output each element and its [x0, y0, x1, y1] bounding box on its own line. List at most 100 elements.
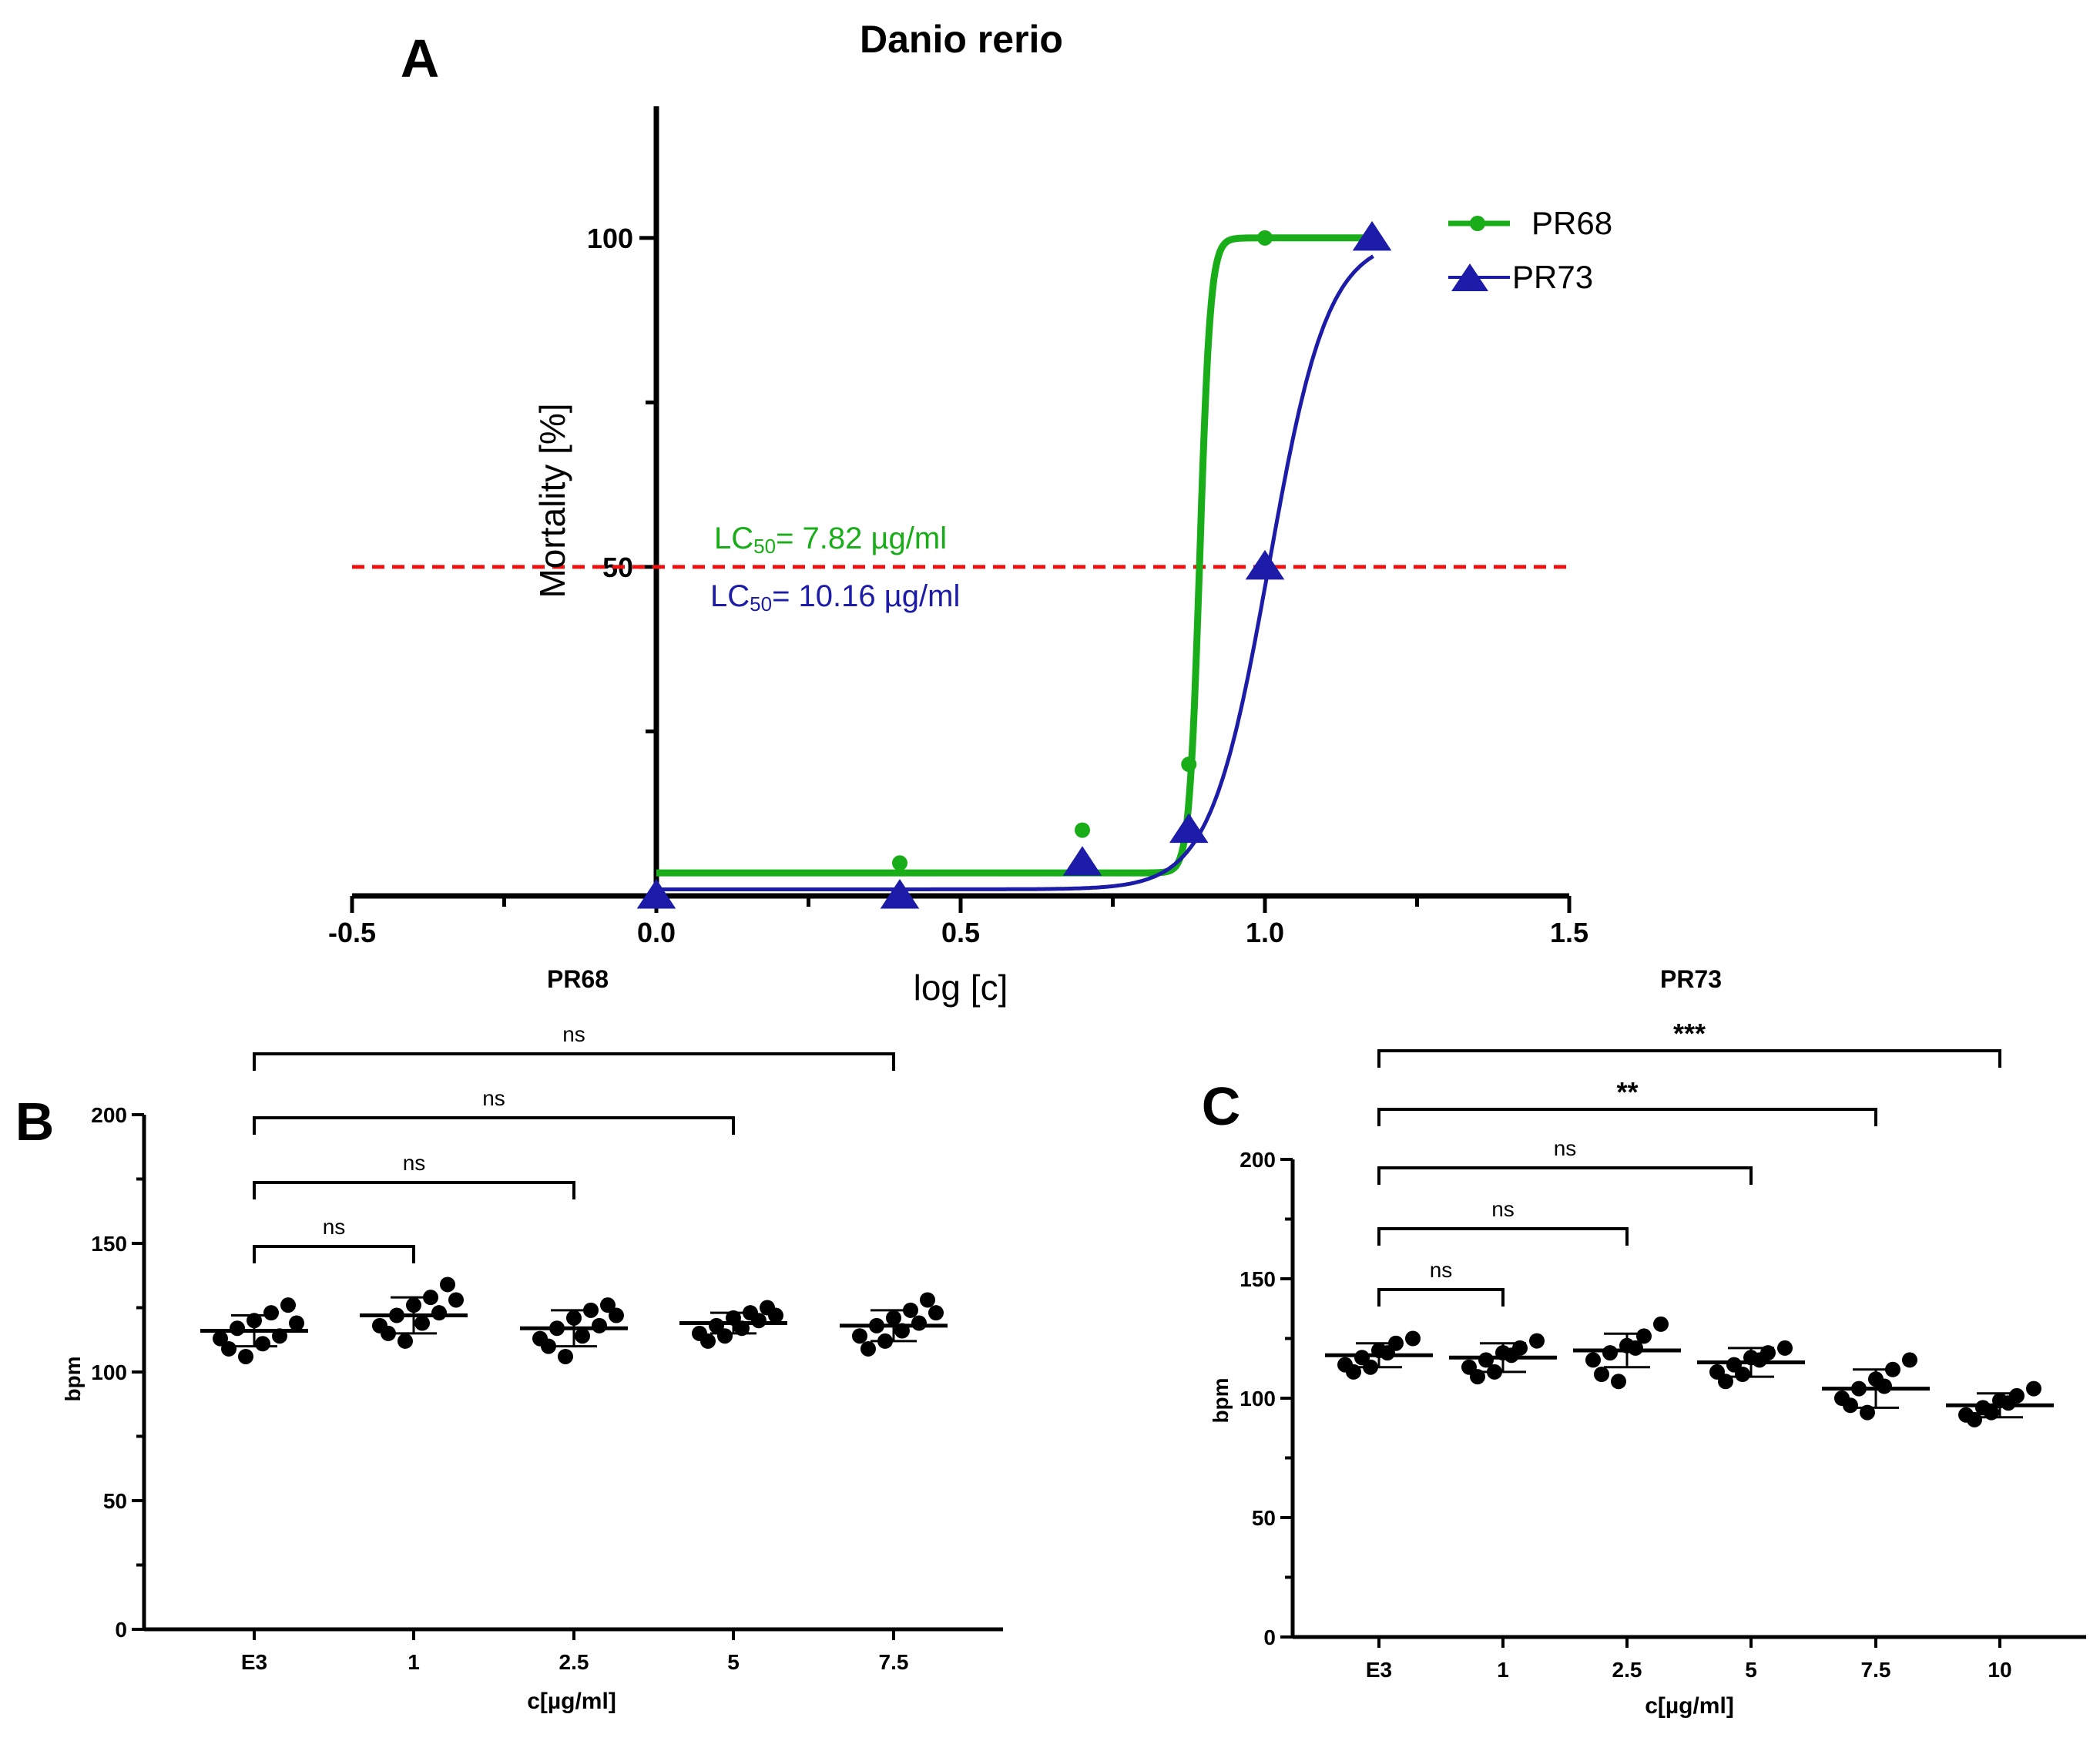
panel-c-x-tick-label: 2.5	[1612, 1658, 1642, 1682]
data-point	[2026, 1380, 2041, 1397]
data-point	[1843, 1397, 1858, 1414]
panel-c-y-tick-label: 0	[1263, 1625, 1276, 1649]
data-point	[575, 1328, 590, 1344]
data-point	[280, 1297, 296, 1313]
data-point	[852, 1328, 867, 1344]
data-point-pr73	[1062, 846, 1102, 876]
data-point-pr68	[1075, 822, 1090, 838]
data-point-pr68	[1257, 230, 1273, 246]
lc50-pr68-label: LC50= 7.82 µg/ml	[714, 522, 947, 558]
panel-a-plot-area: -0.5 0.0 0.5 1.0 1.5 50 100	[328, 106, 1588, 948]
data-point	[1628, 1340, 1643, 1356]
data-point	[1877, 1378, 1892, 1394]
lc50-pr73-value: = 10.16 µg/ml	[772, 579, 960, 613]
lc50-pr68-value: = 7.82 µg/ml	[776, 522, 947, 555]
panel-b-x-tick-label: E3	[241, 1650, 267, 1674]
panel-b-x-tick-label: 1	[408, 1650, 420, 1674]
data-point-pr68	[892, 855, 907, 871]
panel-b-xlabel: c[µg/ml]	[527, 1689, 616, 1714]
data-point	[609, 1307, 624, 1323]
panel-a-legend: PR68 PR73	[1448, 205, 1612, 295]
data-point	[541, 1338, 556, 1354]
data-point	[263, 1305, 279, 1321]
data-point-pr73	[1352, 220, 1392, 251]
panel-c-y-tick-label: 150	[1240, 1267, 1276, 1291]
data-point	[1380, 1345, 1395, 1361]
data-point	[1752, 1352, 1767, 1368]
data-point	[911, 1315, 927, 1331]
data-point	[431, 1305, 447, 1321]
legend-pr73-marker	[1451, 263, 1488, 291]
data-point	[381, 1325, 396, 1341]
data-point	[414, 1315, 430, 1331]
panel-a-y-tick-label: 100	[587, 223, 633, 254]
data-point	[928, 1305, 944, 1321]
panel-c-xlabel: c[µg/ml]	[1645, 1693, 1734, 1719]
panel-b-x-tick-label: 7.5	[879, 1650, 909, 1674]
significance-bracket	[253, 1181, 575, 1199]
data-point	[1611, 1374, 1626, 1390]
data-point-pr73	[1245, 549, 1285, 580]
fit-curve-pr73	[656, 254, 1374, 891]
panel-b: B PR68 0 50 100 150 200 E3 1 2.5 5 7.5 ns ns ns ns bp…	[15, 965, 1003, 1714]
data-point	[751, 1313, 767, 1329]
panel-b-x-tick-label: 5	[727, 1650, 740, 1674]
panel-a: A Danio rerio -0.5 0.0 0.5 1.0 1.5 50 100 Mort…	[328, 18, 1612, 1008]
data-point	[1529, 1333, 1545, 1349]
panel-c-x-tick-label: 7.5	[1861, 1658, 1891, 1682]
panel-c-x-tick-label: 1	[1497, 1658, 1509, 1682]
panel-b-x-tick-label: 2.5	[559, 1650, 589, 1674]
data-point	[238, 1348, 253, 1364]
data-point	[1594, 1367, 1609, 1382]
lc50-pr68-prefix: LC	[714, 522, 753, 555]
significance-bracket	[253, 1245, 415, 1263]
data-point-pr68	[1181, 756, 1197, 773]
significance-label: ns	[323, 1215, 346, 1239]
data-point	[2001, 1395, 2016, 1411]
data-point	[860, 1340, 876, 1357]
significance-label: ns	[1430, 1258, 1453, 1282]
data-point	[1653, 1316, 1669, 1332]
significance-bracket	[1377, 1049, 2001, 1068]
data-point	[230, 1320, 245, 1337]
data-point-pr73	[880, 879, 920, 909]
significance-label: ns	[482, 1086, 505, 1110]
legend-pr68-marker	[1470, 216, 1485, 231]
lc50-pr73-prefix: LC	[710, 579, 750, 613]
data-point-pr73	[636, 879, 676, 909]
data-point	[1602, 1345, 1618, 1361]
data-point	[1636, 1328, 1652, 1344]
panel-c-x-tick-label: 5	[1745, 1658, 1757, 1682]
significance-bracket	[1377, 1108, 1877, 1126]
panel-c-x-tick-label: 10	[1988, 1658, 2011, 1682]
panel-b-plot-area: 0 50 100 150 200 E3 1 2.5 5 7.5 ns ns ns ns	[91, 1022, 1003, 1674]
panel-c-ylabel: bpm	[1209, 1377, 1233, 1423]
significance-bracket	[253, 1052, 895, 1071]
data-point	[398, 1333, 413, 1349]
data-point	[1777, 1340, 1793, 1356]
data-point-pr73	[1169, 813, 1209, 844]
panel-a-title: Danio rerio	[860, 18, 1063, 61]
panel-a-x-tick-label: 1.5	[1550, 917, 1588, 948]
legend-pr73-label: PR73	[1512, 259, 1593, 295]
data-point	[1735, 1367, 1750, 1382]
lc50-pr68-sub: 50	[753, 535, 776, 558]
panel-b-ylabel: bpm	[61, 1356, 85, 1401]
significance-bracket	[253, 1116, 735, 1135]
data-point	[592, 1317, 607, 1333]
panel-c-letter: C	[1202, 1076, 1241, 1136]
panel-b-title: PR68	[547, 965, 609, 993]
panel-b-y-tick-label: 50	[103, 1489, 127, 1513]
panel-a-xlabel: log [c]	[914, 968, 1008, 1008]
data-point	[1504, 1347, 1519, 1364]
data-point	[1585, 1352, 1601, 1368]
data-point	[221, 1340, 237, 1357]
panel-b-letter: B	[15, 1092, 55, 1152]
panel-c-title: PR73	[1660, 965, 1722, 993]
panel-a-x-tick-label: -0.5	[328, 917, 376, 948]
data-point	[448, 1292, 464, 1308]
significance-bracket	[1377, 1288, 1505, 1307]
lc50-pr73-sub: 50	[750, 592, 772, 616]
panel-c-x-tick-label: E3	[1366, 1658, 1392, 1682]
